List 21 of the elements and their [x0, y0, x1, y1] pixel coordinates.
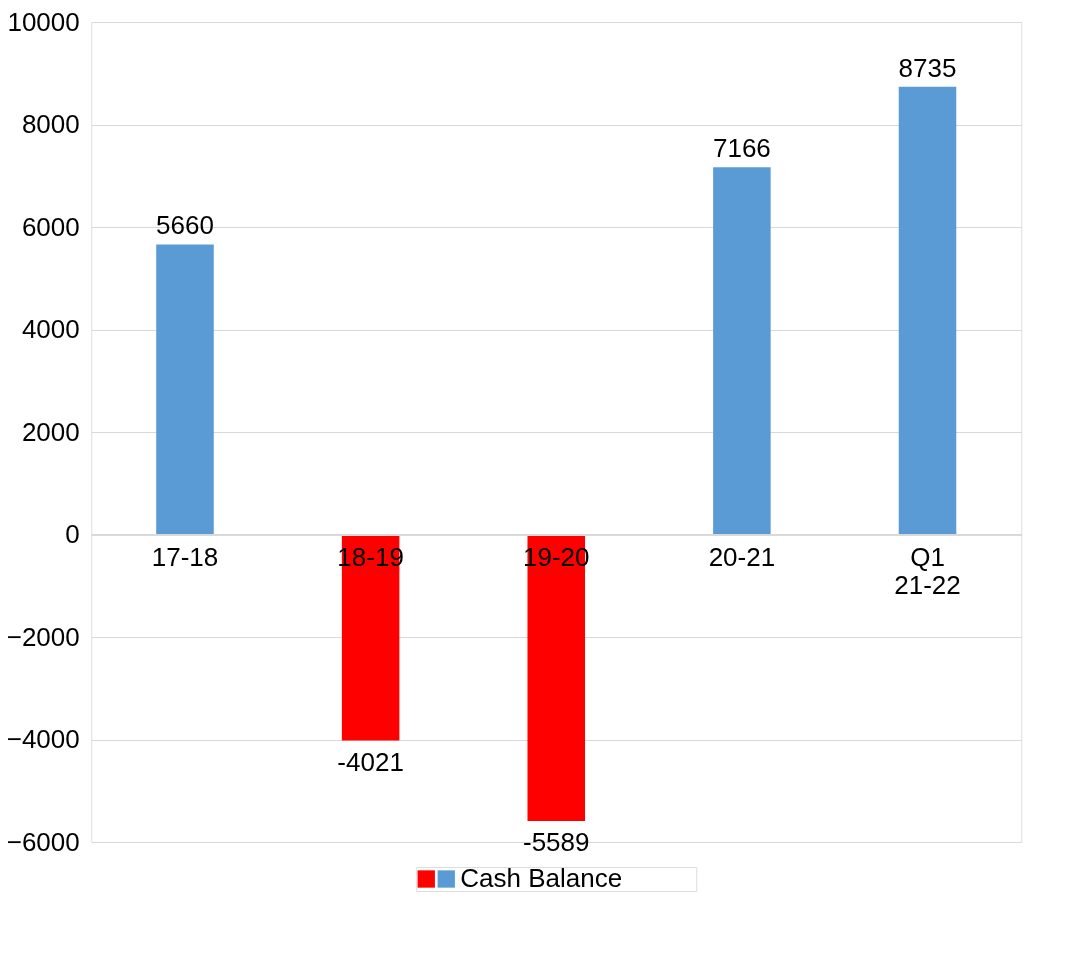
data-label: 7166	[712, 133, 771, 164]
y-tick-label: −2000	[6, 621, 80, 652]
y-tick-label: 0	[65, 519, 80, 549]
data-label: -4021	[337, 746, 404, 777]
y-tick-label: 10000	[7, 6, 80, 37]
legend-label: Cash Balance	[460, 863, 623, 893]
y-tick-label: −4000	[6, 724, 80, 754]
bar	[898, 86, 957, 535]
data-label: 5660	[156, 210, 214, 241]
y-tick-label: 4000	[21, 314, 80, 344]
y-tick-label: 6000	[21, 211, 80, 242]
y-tick-label: −6000	[6, 826, 80, 857]
x-tick-label: 20-21	[708, 542, 776, 572]
data-label: -5589	[523, 826, 590, 857]
y-tick-label: 8000	[21, 109, 80, 139]
x-tick-label: Q1 21-22	[894, 542, 961, 600]
x-tick-label: 17-18	[151, 542, 219, 572]
bar	[713, 167, 771, 535]
y-tick-label: 2000	[21, 416, 80, 447]
bar	[156, 244, 214, 535]
data-label: 8735	[898, 52, 957, 83]
